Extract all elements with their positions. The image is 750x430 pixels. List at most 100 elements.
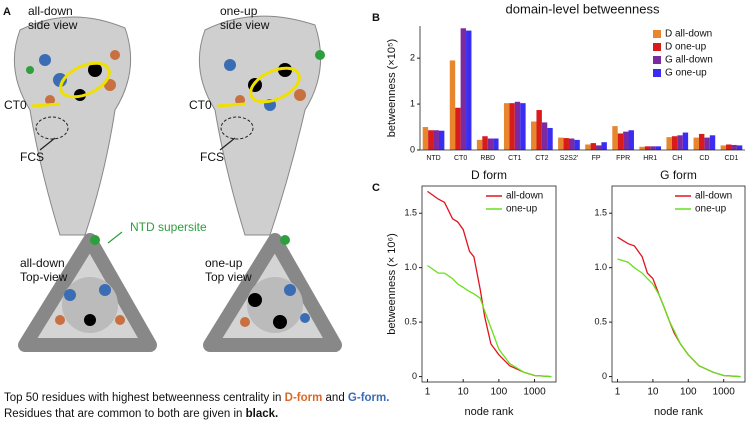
domain-label: CT0 (189, 98, 212, 112)
x-tick-label: 1 (615, 387, 621, 398)
bar (536, 110, 542, 150)
bar (720, 145, 727, 150)
bar (422, 127, 429, 150)
x-axis-label: node rank (654, 406, 703, 418)
y-tick-label: 0.5 (594, 316, 607, 326)
legend-label: G one-up (665, 68, 707, 79)
bar (596, 145, 602, 150)
domain-label: FCS (200, 150, 224, 164)
x-tick-label: 100 (491, 387, 508, 398)
bar (709, 135, 716, 150)
plot-frame (421, 185, 557, 383)
x-tick-label: 10 (647, 387, 659, 398)
legend-label: one-up (506, 204, 538, 215)
legend-label: one-up (695, 204, 727, 215)
bar (547, 127, 553, 150)
bar (514, 101, 521, 150)
view-label: Top-view (20, 270, 68, 284)
bar (449, 60, 456, 150)
view-label: side view (220, 18, 270, 32)
bar (644, 146, 651, 150)
y-tick-label: 1.0 (594, 262, 607, 272)
bar (466, 30, 472, 151)
x-tick-label: CT1 (508, 155, 521, 162)
bar (671, 136, 678, 150)
caption: Residues that are common to both are giv… (4, 408, 278, 420)
bar (520, 103, 526, 150)
y-axis-label: betweenness (× 10⁶) (386, 233, 398, 334)
bar (704, 137, 710, 150)
bar (531, 121, 537, 150)
arrow (39, 137, 236, 151)
bar (503, 103, 510, 150)
legend-label: all-down (695, 191, 732, 202)
y-axis-label: betweenness (×10⁵) (386, 39, 398, 137)
chart-title: D form (471, 168, 507, 182)
arrow (107, 231, 123, 244)
bar (628, 130, 634, 150)
bar (655, 146, 662, 150)
bar (541, 122, 548, 150)
bar (558, 137, 564, 150)
protein-top-one-up (203, 233, 342, 352)
bar (460, 28, 467, 151)
legend-label: G all-down (665, 55, 713, 66)
caption-text: G-form. (348, 392, 390, 404)
x-tick-label: FP (592, 155, 601, 162)
legend-swatch (653, 69, 661, 77)
legend-swatch (653, 56, 661, 64)
y-tick-label: 1.0 (404, 262, 417, 272)
x-tick-label: FPR (616, 155, 630, 162)
legend-label: D all-down (665, 29, 712, 40)
view-label: Top view (205, 270, 252, 284)
bar (601, 142, 607, 150)
bar (433, 130, 439, 150)
protein-side-one-up (198, 15, 325, 236)
x-tick-label: NTD (426, 155, 440, 162)
y-tick-label: 1 (410, 98, 415, 108)
panel-label: C (372, 182, 380, 194)
y-tick-label: 1.5 (404, 208, 417, 218)
bar (726, 144, 732, 150)
x-axis-label: node rank (465, 406, 514, 418)
bar (612, 126, 618, 150)
supersite-label: NTD supersite (130, 220, 207, 234)
chart-title: domain-level betweenness (506, 1, 660, 16)
legend-swatch (653, 43, 661, 51)
bar (677, 135, 683, 150)
bar (639, 146, 645, 150)
bar (493, 138, 499, 150)
bar (731, 144, 737, 150)
line (427, 264, 552, 378)
bar (482, 136, 488, 150)
caption-text: Residues that are common to both are giv… (4, 408, 246, 420)
y-tick-label: 0 (602, 371, 607, 381)
line (427, 190, 552, 378)
bar (438, 130, 445, 150)
plot-frame (611, 185, 746, 383)
domain-label: FCS (20, 150, 44, 164)
y-tick-label: 0 (410, 144, 415, 154)
arrow (31, 102, 246, 108)
caption-text: black. (246, 408, 279, 420)
bar (428, 130, 434, 150)
y-tick-label: 0 (412, 371, 417, 381)
caption: Top 50 residues with highest betweenness… (4, 392, 389, 404)
axes (419, 26, 745, 151)
domain-label: CT0 (4, 98, 27, 112)
x-tick-label: CD (699, 155, 709, 162)
bar (617, 133, 624, 150)
bar (682, 132, 689, 150)
line (617, 236, 741, 378)
x-tick-label: 1000 (713, 387, 736, 398)
chart-title: G form (660, 168, 697, 182)
bar (568, 138, 575, 150)
bar (509, 103, 515, 150)
caption-text: and (322, 392, 348, 404)
x-tick-label: 10 (458, 387, 470, 398)
view-label: all-down (20, 256, 65, 270)
bar (563, 138, 569, 150)
line (617, 258, 741, 378)
legend-label: all-down (506, 191, 543, 202)
view-label: one-up (205, 256, 243, 270)
